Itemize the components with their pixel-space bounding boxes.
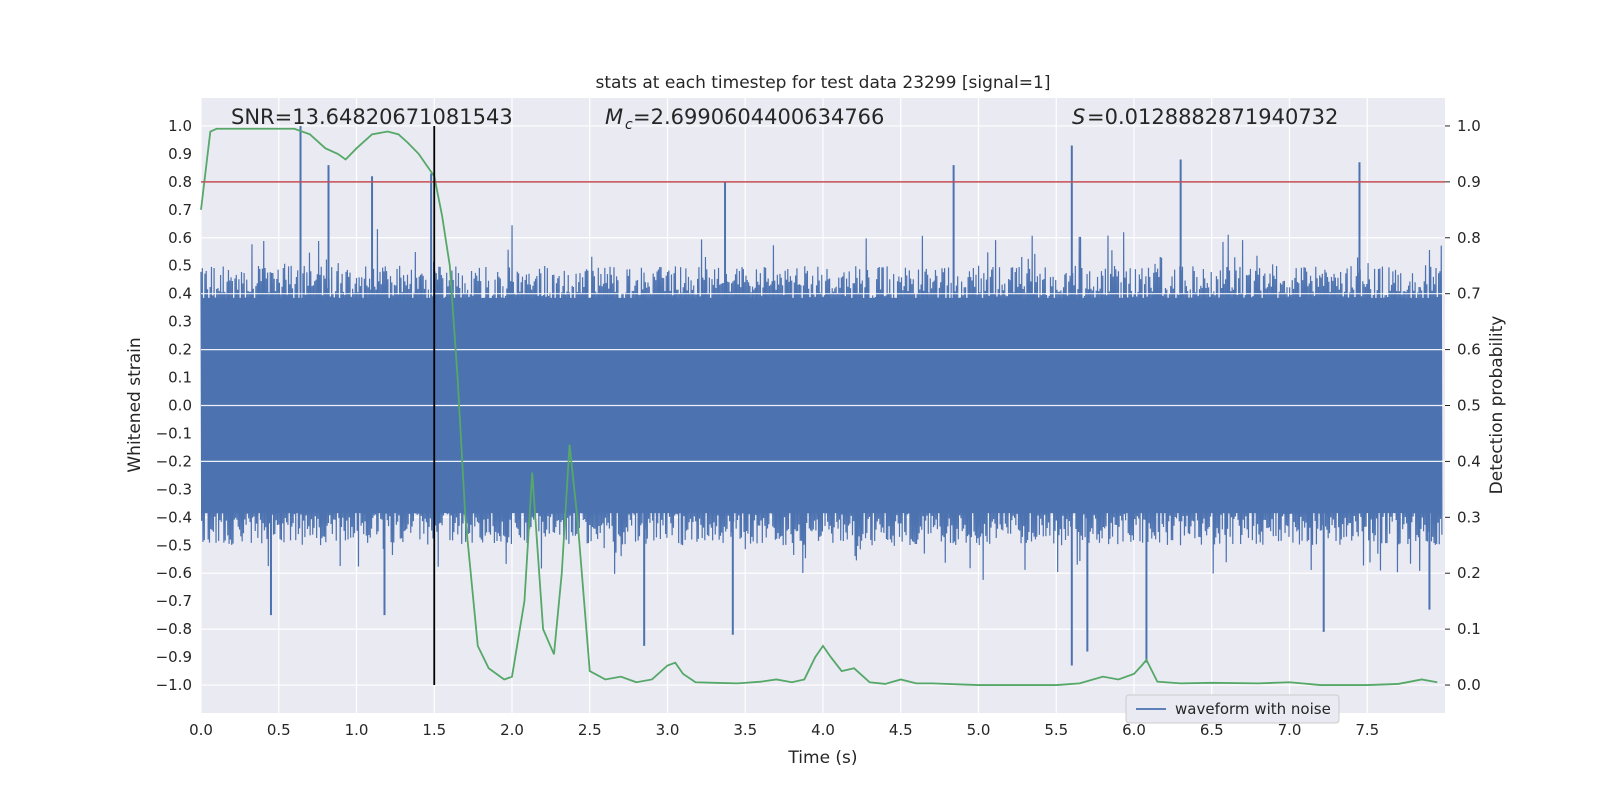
y2-tick-label: 0.2 xyxy=(1457,564,1481,582)
y-tick-label: 0.8 xyxy=(168,173,192,191)
y-tick-label: 0.5 xyxy=(168,257,192,275)
probability-series xyxy=(200,127,1438,686)
y-tick-label: −0.3 xyxy=(156,480,192,498)
y2-tick-label: 0.6 xyxy=(1457,341,1481,359)
y-tick-label: 0.0 xyxy=(168,397,192,415)
y2-tick-label: 0.3 xyxy=(1457,508,1481,526)
overlays xyxy=(201,125,1445,686)
y-tick-label: −0.9 xyxy=(156,648,192,666)
y2-tick-label: 0.4 xyxy=(1457,452,1481,470)
y-tick-label: 0.9 xyxy=(168,145,192,163)
s-value: =0.0128882871940732 xyxy=(1087,105,1338,129)
y-tick-label: −1.0 xyxy=(156,676,192,694)
y-tick-label: 0.2 xyxy=(168,341,192,359)
chart-title: stats at each timestep for test data 232… xyxy=(596,73,1051,93)
s-symbol: S xyxy=(1072,105,1085,129)
x-tick-label: 5.0 xyxy=(967,721,991,739)
y-tick-label: −0.1 xyxy=(156,424,192,442)
y-tick-label: −0.2 xyxy=(156,452,192,470)
x-tick-label: 5.5 xyxy=(1044,721,1068,739)
y-axis-label: Whitened strain xyxy=(125,337,145,472)
y2-tick-label: 0.0 xyxy=(1457,676,1481,694)
legend-entry: waveform with noise xyxy=(1175,700,1331,718)
legend: waveform with noise xyxy=(1125,694,1340,724)
y2-tick-label: 0.7 xyxy=(1457,285,1481,303)
y-tick-label: −0.8 xyxy=(156,620,192,638)
y2-tick-label: 1.0 xyxy=(1457,117,1481,135)
mc-annotation: M c =2.6990604400634766 xyxy=(605,105,884,133)
tick-labels: 0.0 0.5 1.0 1.5 2.0 2.5 3.0 3.5 4.0 4.5 5.0 5.5 6.0 6… xyxy=(156,117,1481,739)
mc-symbol: M xyxy=(605,105,623,129)
probability-line xyxy=(200,127,1438,686)
x-tick-label: 7.0 xyxy=(1278,721,1302,739)
x-tick-label: 4.5 xyxy=(889,721,913,739)
mc-value: =2.6990604400634766 xyxy=(633,105,884,129)
y-tick-label: −0.7 xyxy=(156,592,192,610)
y2-tick-label: 0.5 xyxy=(1457,397,1481,415)
y-tick-label: 1.0 xyxy=(168,117,192,135)
x-tick-label: 1.0 xyxy=(345,721,369,739)
y-tick-label: −0.4 xyxy=(156,508,192,526)
y-tick-label: −0.5 xyxy=(156,536,192,554)
x-tick-label: 7.5 xyxy=(1355,721,1379,739)
x-tick-label: 4.0 xyxy=(811,721,835,739)
y-tick-label: 0.4 xyxy=(168,285,192,303)
legend-box xyxy=(1125,694,1340,724)
y2-tick-label: 0.9 xyxy=(1457,173,1481,191)
y2-tick-label: 0.1 xyxy=(1457,620,1481,638)
waveform-series xyxy=(200,125,1445,666)
x-tick-label: 6.5 xyxy=(1200,721,1224,739)
y2-tick-label: 0.8 xyxy=(1457,229,1481,247)
x-tick-label: 6.0 xyxy=(1122,721,1146,739)
s-annotation: S =0.0128882871940732 xyxy=(1072,105,1338,129)
x-tick-label: 3.5 xyxy=(733,721,757,739)
y2-axis-label: Detection probability xyxy=(1487,316,1507,495)
mc-subscript: c xyxy=(625,117,633,133)
x-tick-label: 0.0 xyxy=(189,721,213,739)
x-tick-label: 0.5 xyxy=(267,721,291,739)
x-tick-label: 2.5 xyxy=(578,721,602,739)
y-tick-label: 0.7 xyxy=(168,201,192,219)
x-tick-label: 2.0 xyxy=(500,721,524,739)
x-tick-label: 3.0 xyxy=(656,721,680,739)
snr-annotation: SNR=13.64820671081543 xyxy=(231,105,513,129)
y-tick-label: 0.6 xyxy=(168,229,192,247)
y-tick-label: 0.1 xyxy=(168,369,192,387)
x-tick-label: 1.5 xyxy=(422,721,446,739)
y-tick-label: −0.6 xyxy=(156,564,192,582)
y-tick-label: 0.3 xyxy=(168,313,192,331)
x-axis-label: Time (s) xyxy=(787,748,857,768)
